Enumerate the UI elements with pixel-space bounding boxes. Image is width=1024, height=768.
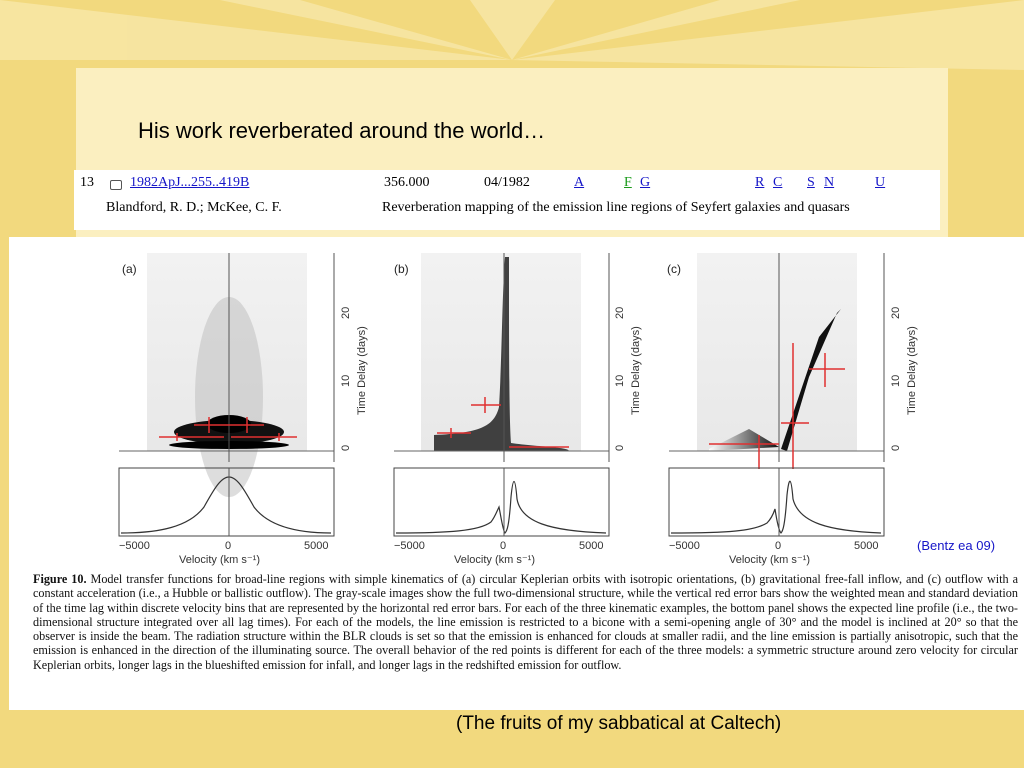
panel-c-xtick-0: 0: [775, 540, 781, 552]
record-score: 356.000: [384, 175, 430, 190]
record-index: 13: [80, 175, 94, 190]
panel-a-xtick-0: 0: [225, 540, 231, 552]
panel-a-profile-box: [118, 467, 335, 537]
slide-footer-note: (The fruits of my sabbatical at Caltech): [456, 713, 782, 734]
panel-b-label: (b): [394, 262, 409, 276]
panel-c: (c) 0 10 20 Time Delay (days) −5000 0 50…: [667, 253, 918, 566]
panel-c-ytick-0: 0: [890, 445, 902, 451]
panel-a-ylabel: Time Delay (days): [356, 326, 368, 415]
panel-c-profile-box: [668, 467, 885, 537]
panel-b-ytick-20: 20: [614, 307, 626, 319]
panel-b-xtick-pos: 5000: [579, 540, 603, 552]
panel-b-profile-curve: [395, 480, 607, 534]
record-date: 04/1982: [484, 175, 530, 190]
link-S[interactable]: S: [807, 175, 815, 190]
panel-a-ytick-20: 20: [340, 307, 352, 319]
panel-a-label: (a): [122, 262, 137, 276]
record-authors: Blandford, R. D.; McKee, C. F.: [106, 200, 282, 215]
panel-c-ytick-10: 10: [890, 375, 902, 387]
panel-a-xtick-neg: −5000: [119, 540, 150, 552]
link-G[interactable]: G: [640, 175, 651, 190]
panel-c-outflow-streak: [781, 309, 841, 451]
panel-a-xlabel: Velocity (km s⁻¹): [179, 554, 260, 566]
figure-caption: Figure 10. Model transfer functions for …: [33, 572, 1018, 672]
panel-c-label: (c): [667, 262, 681, 276]
panel-a-error-bars: [159, 417, 297, 441]
panel-b-error-bars: [437, 397, 569, 448]
panel-c-xlabel: Velocity (km s⁻¹): [729, 554, 810, 566]
record-paper-title: Reverberation mapping of the emission li…: [382, 200, 850, 215]
panel-c-grayscale-background: [697, 253, 857, 451]
link-F[interactable]: F: [624, 175, 632, 190]
panel-b: (b) 0 10 20 Time Delay (days) −5000 0 50…: [393, 253, 642, 566]
panel-b-xtick-0: 0: [500, 540, 506, 552]
panel-c-error-bars: [709, 343, 845, 469]
panel-b-ylabel: Time Delay (days): [630, 326, 642, 415]
slide-title: His work reverberated around the world…: [138, 118, 546, 143]
link-A[interactable]: A: [574, 175, 585, 190]
panel-c-xtick-pos: 5000: [854, 540, 878, 552]
link-N[interactable]: N: [824, 175, 835, 190]
figure-10: (a) 0 10 20 Time Delay (days) −5000 0 50…: [9, 237, 1024, 710]
link-C[interactable]: C: [773, 175, 783, 190]
panel-a: (a) 0 10 20 Time Delay (days) −5000 0 50…: [118, 253, 368, 566]
figure-credit: (Bentz ea 09): [917, 538, 996, 553]
ads-record: 13 1982ApJ...255..419B 356.000 04/1982 A…: [74, 170, 940, 230]
panel-c-ylabel: Time Delay (days): [906, 326, 918, 415]
caption-label: Figure 10.: [33, 572, 87, 586]
link-U[interactable]: U: [875, 175, 886, 190]
panel-b-xtick-neg: −5000: [394, 540, 425, 552]
panel-b-profile-box: [393, 467, 610, 537]
caption-text: Model transfer functions for broad-line …: [33, 572, 1018, 672]
bibcode-link[interactable]: 1982ApJ...255..419B: [130, 175, 250, 190]
panel-b-ytick-0: 0: [614, 445, 626, 451]
select-checkbox[interactable]: [110, 180, 122, 190]
transfer-function-figure: (a) 0 10 20 Time Delay (days) −5000 0 50…: [118, 253, 918, 566]
panel-a-ytick-10: 10: [340, 375, 352, 387]
panel-b-ytick-10: 10: [614, 375, 626, 387]
panel-a-xtick-pos: 5000: [304, 540, 328, 552]
panel-b-structure: [434, 257, 569, 451]
panel-c-xtick-neg: −5000: [669, 540, 700, 552]
panel-c-blue-wedge: [709, 429, 779, 451]
panel-b-xlabel: Velocity (km s⁻¹): [454, 554, 535, 566]
panel-a-ytick-0: 0: [340, 445, 352, 451]
panel-c-profile-curve: [670, 480, 882, 534]
link-R[interactable]: R: [755, 175, 765, 190]
panel-c-ytick-20: 20: [890, 307, 902, 319]
